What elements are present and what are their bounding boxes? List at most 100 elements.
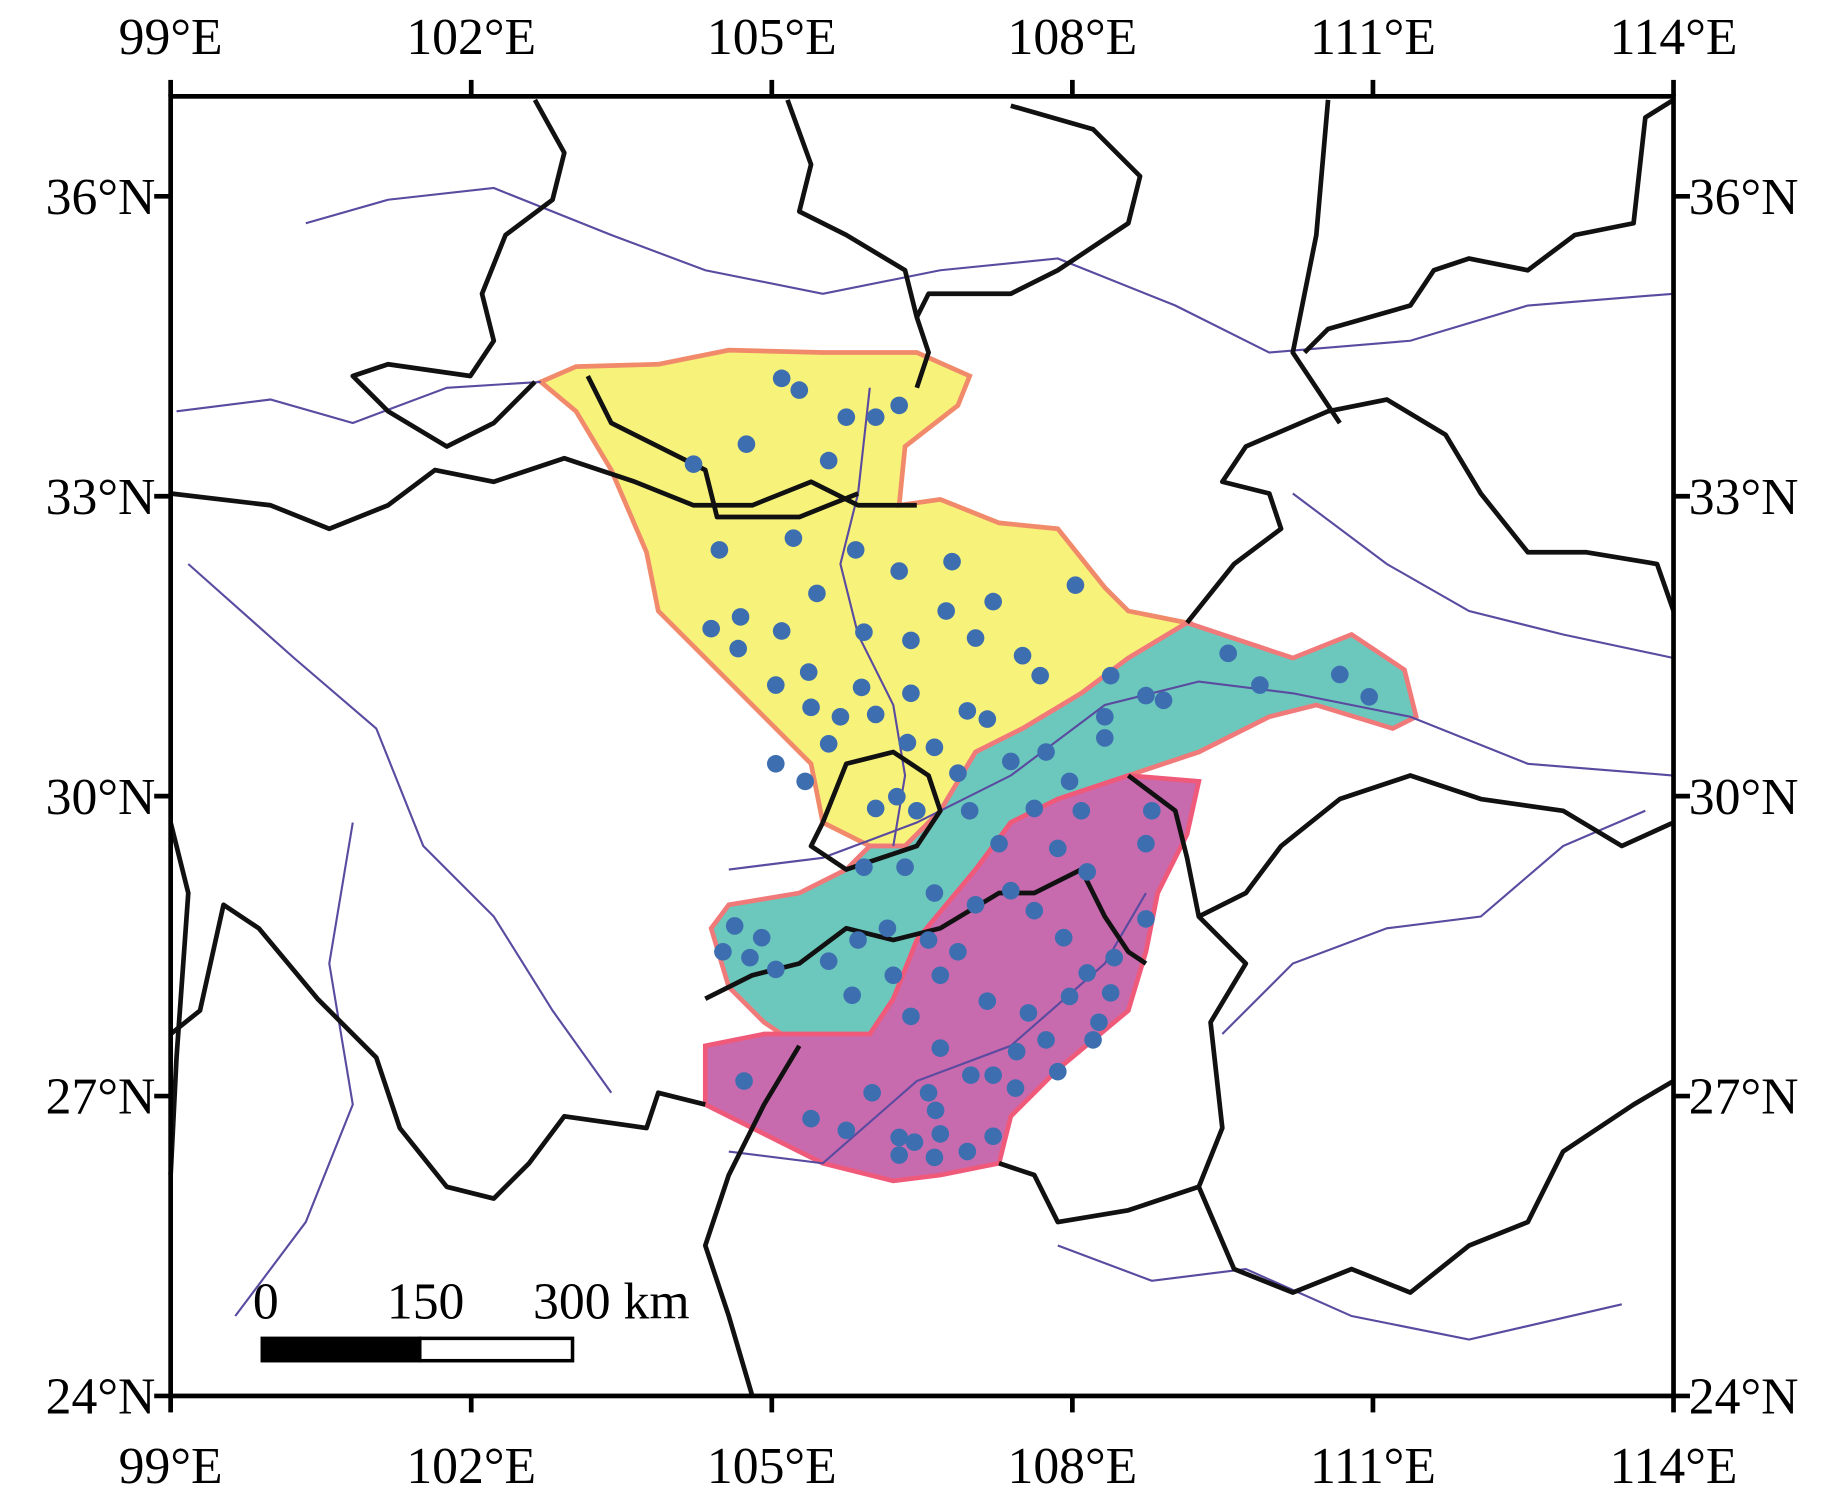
station — [958, 1142, 977, 1161]
station — [846, 541, 865, 559]
station — [729, 639, 748, 658]
scale-label: 150 — [387, 1273, 465, 1330]
station — [958, 702, 977, 720]
station — [1001, 752, 1020, 771]
station — [905, 1133, 924, 1151]
x-tick-label: 105°E — [707, 1438, 837, 1495]
boundary — [169, 902, 706, 1201]
station — [1105, 948, 1124, 967]
station — [960, 801, 979, 820]
station — [799, 663, 818, 681]
x-tick-label: 99°E — [119, 9, 223, 66]
station — [898, 733, 917, 752]
station — [1137, 834, 1155, 853]
station — [790, 381, 809, 399]
station — [1078, 964, 1096, 982]
station — [1154, 691, 1173, 710]
boundary — [1290, 99, 1342, 425]
x-tick-label: 114°E — [1610, 1438, 1738, 1495]
station — [925, 884, 944, 902]
station — [1037, 743, 1055, 761]
boundary — [168, 821, 191, 1176]
axes: 99°E 99°E 102°E 102°E 105°E 105°E 108°E 108°E 11… — [46, 9, 1799, 1495]
station — [1060, 987, 1079, 1006]
boundary — [808, 749, 943, 872]
map-frame — [168, 94, 1676, 1399]
station — [978, 710, 997, 728]
boundary — [350, 98, 567, 449]
station — [1095, 729, 1114, 747]
station — [808, 584, 826, 603]
station — [863, 1083, 881, 1102]
station — [866, 705, 885, 724]
station — [1137, 910, 1155, 928]
station — [1001, 881, 1020, 900]
station — [702, 619, 720, 638]
station — [837, 1121, 856, 1140]
station — [796, 772, 814, 791]
x-tick-label: 102°E — [406, 1438, 536, 1495]
station — [984, 592, 1002, 611]
river — [1292, 492, 1674, 660]
station — [784, 529, 803, 547]
x-tick-label: 102°E — [406, 9, 536, 66]
station — [802, 1109, 820, 1128]
station — [843, 986, 861, 1005]
station — [1031, 666, 1049, 685]
x-tick-label: 105°E — [707, 9, 837, 66]
station — [725, 917, 744, 935]
station — [931, 966, 950, 985]
x-tick-label: 114°E — [1610, 9, 1738, 66]
station — [890, 396, 908, 415]
station — [907, 801, 926, 820]
station — [1090, 1013, 1108, 1032]
x-tick-label: 99°E — [119, 1438, 223, 1495]
station — [1007, 1042, 1026, 1061]
station — [890, 1128, 908, 1147]
station — [741, 948, 759, 967]
scale-label: 0 — [253, 1273, 279, 1330]
river — [1221, 809, 1646, 1035]
station — [1137, 686, 1155, 705]
station — [1054, 928, 1073, 947]
y-tick-label: 24°N — [46, 1369, 156, 1426]
station — [819, 734, 838, 753]
station — [888, 787, 906, 806]
station — [890, 1146, 908, 1164]
station — [925, 1148, 944, 1167]
station — [943, 552, 961, 571]
station — [937, 602, 955, 620]
scale-bar-segment — [417, 1336, 575, 1363]
station — [1084, 1031, 1102, 1049]
station — [731, 608, 750, 626]
station — [772, 369, 791, 388]
station — [890, 562, 908, 580]
station — [962, 1066, 980, 1084]
station — [884, 966, 903, 985]
station — [837, 408, 856, 426]
x-tick-label: 108°E — [1007, 9, 1137, 66]
scale-bar: 0 150 300 km — [253, 1273, 690, 1363]
scale-bar-segment — [260, 1336, 422, 1363]
station — [1101, 666, 1120, 685]
station — [1360, 687, 1379, 706]
y-tick-label: 27°N — [1689, 1069, 1799, 1126]
station — [1142, 801, 1161, 820]
station — [966, 629, 985, 647]
station — [902, 631, 920, 650]
station — [766, 676, 785, 694]
river — [176, 380, 541, 425]
station — [1072, 801, 1091, 820]
boundary — [1185, 397, 1676, 625]
station — [819, 451, 838, 470]
station — [1013, 646, 1032, 665]
x-tick-label: 111°E — [1310, 9, 1436, 66]
station — [984, 1127, 1002, 1146]
station — [1025, 799, 1044, 818]
boundary — [702, 1044, 802, 1397]
station — [949, 942, 967, 961]
boundary — [1126, 773, 1675, 1295]
station — [925, 738, 944, 757]
station — [852, 678, 871, 697]
